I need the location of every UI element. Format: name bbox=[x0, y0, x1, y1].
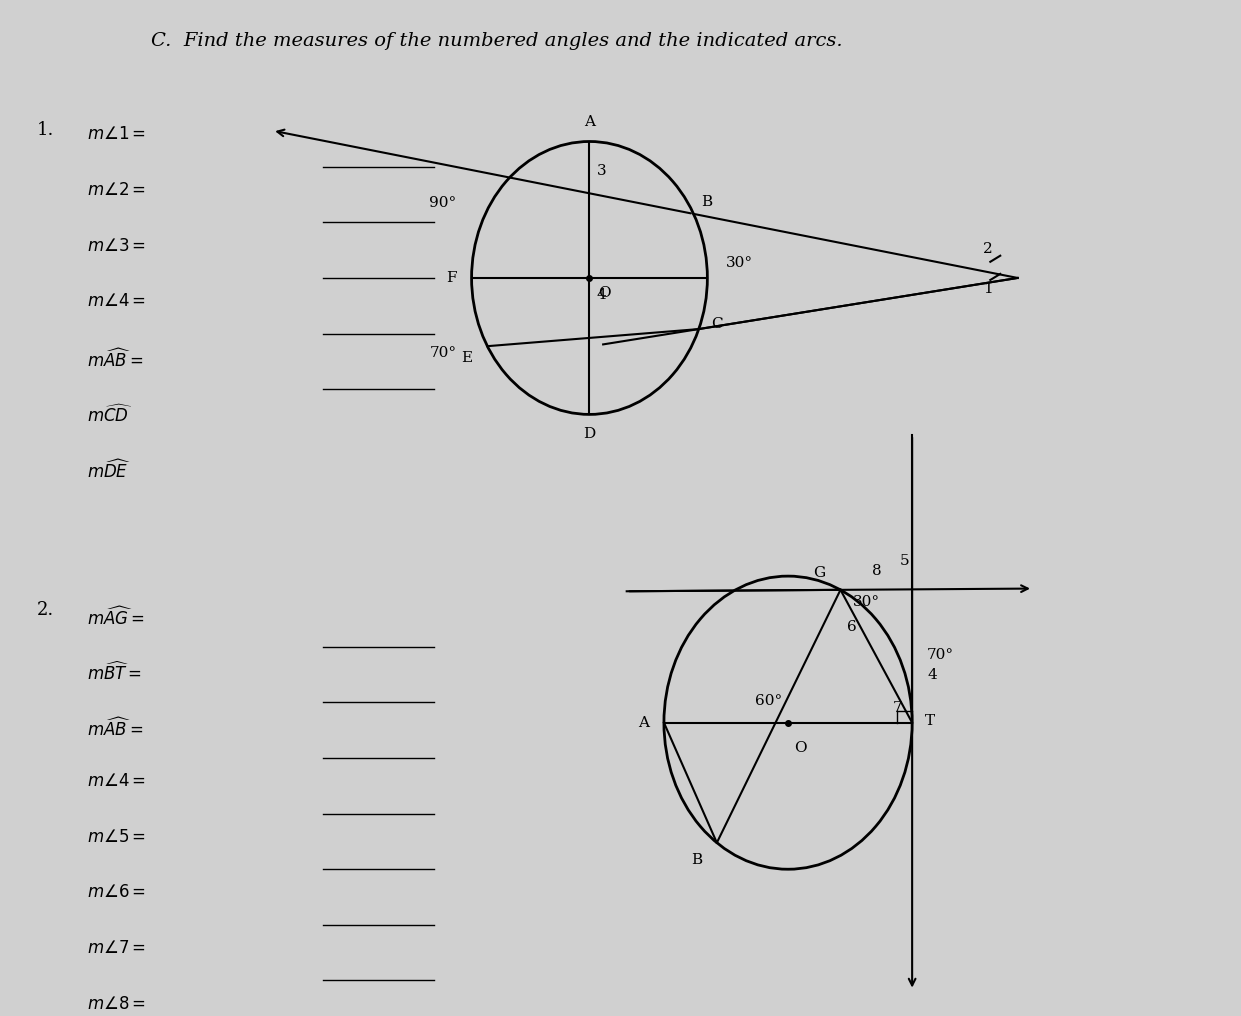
Text: O: O bbox=[794, 741, 807, 755]
Text: 7: 7 bbox=[892, 701, 902, 714]
Text: 5: 5 bbox=[900, 554, 910, 568]
Text: C: C bbox=[711, 317, 722, 331]
Text: 1.: 1. bbox=[37, 121, 55, 139]
Text: $m\widehat{AB} =$: $m\widehat{AB} =$ bbox=[87, 717, 143, 741]
Text: 4: 4 bbox=[927, 669, 937, 683]
Text: $m\angle 4 =$: $m\angle 4 =$ bbox=[87, 773, 146, 790]
Text: $m\widehat{AB} =$: $m\widehat{AB} =$ bbox=[87, 348, 143, 371]
Text: F: F bbox=[447, 271, 457, 284]
Text: 2: 2 bbox=[983, 242, 993, 256]
Text: 30°: 30° bbox=[726, 256, 753, 270]
Text: $m\angle 1 =$: $m\angle 1 =$ bbox=[87, 126, 146, 143]
Text: $m\angle 5 =$: $m\angle 5 =$ bbox=[87, 829, 146, 845]
Text: O: O bbox=[598, 287, 611, 300]
Text: C.  Find the measures of the numbered angles and the indicated arcs.: C. Find the measures of the numbered ang… bbox=[150, 33, 843, 51]
Text: $m\angle 2 =$: $m\angle 2 =$ bbox=[87, 182, 146, 199]
Text: G: G bbox=[813, 566, 825, 580]
Text: $m\angle 8 =$: $m\angle 8 =$ bbox=[87, 996, 146, 1013]
Text: $m\angle 7 =$: $m\angle 7 =$ bbox=[87, 940, 146, 957]
Text: 4: 4 bbox=[597, 289, 607, 302]
Text: $m\angle 3 =$: $m\angle 3 =$ bbox=[87, 238, 146, 255]
Text: 30°: 30° bbox=[853, 595, 880, 609]
Text: $m\angle 4 =$: $m\angle 4 =$ bbox=[87, 293, 146, 310]
Text: $m\widehat{CD}$: $m\widehat{CD}$ bbox=[87, 404, 133, 427]
Text: 2.: 2. bbox=[37, 601, 55, 620]
Text: $m\widehat{BT} =$: $m\widehat{BT} =$ bbox=[87, 662, 141, 684]
Text: 70°: 70° bbox=[927, 648, 954, 662]
Text: A: A bbox=[585, 116, 594, 129]
Text: 3: 3 bbox=[597, 164, 607, 178]
Text: T: T bbox=[925, 713, 934, 727]
Text: B: B bbox=[701, 195, 712, 209]
Text: E: E bbox=[462, 352, 473, 365]
Text: $m\widehat{DE}$: $m\widehat{DE}$ bbox=[87, 460, 132, 483]
Text: 60°: 60° bbox=[755, 694, 782, 707]
Text: A: A bbox=[638, 715, 649, 729]
Text: B: B bbox=[691, 852, 702, 867]
Text: 8: 8 bbox=[871, 564, 881, 578]
Text: 90°: 90° bbox=[429, 196, 457, 210]
Text: $m\angle 6 =$: $m\angle 6 =$ bbox=[87, 884, 146, 901]
Text: $m\widehat{AG} =$: $m\widehat{AG} =$ bbox=[87, 607, 145, 629]
Text: D: D bbox=[583, 427, 596, 441]
Text: 70°: 70° bbox=[429, 346, 457, 360]
Text: 1: 1 bbox=[983, 282, 993, 296]
Text: 6: 6 bbox=[846, 620, 856, 634]
